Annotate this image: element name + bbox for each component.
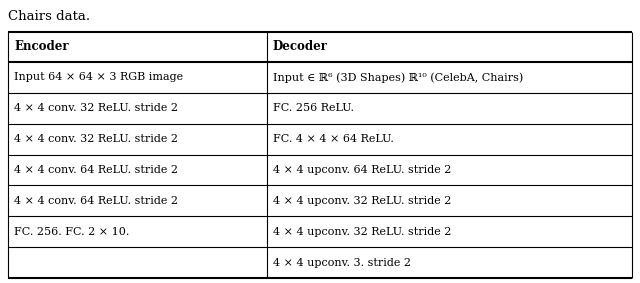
Text: Input 64 × 64 × 3 RGB image: Input 64 × 64 × 3 RGB image [14, 72, 183, 82]
Text: 4 × 4 upconv. 64 ReLU. stride 2: 4 × 4 upconv. 64 ReLU. stride 2 [273, 165, 451, 175]
Text: 4 × 4 upconv. 3. stride 2: 4 × 4 upconv. 3. stride 2 [273, 258, 411, 267]
Text: FC. 4 × 4 × 64 ReLU.: FC. 4 × 4 × 64 ReLU. [273, 134, 394, 144]
Text: 4 × 4 upconv. 32 ReLU. stride 2: 4 × 4 upconv. 32 ReLU. stride 2 [273, 227, 451, 237]
Text: 4 × 4 conv. 32 ReLU. stride 2: 4 × 4 conv. 32 ReLU. stride 2 [14, 134, 178, 144]
Text: 4 × 4 upconv. 32 ReLU. stride 2: 4 × 4 upconv. 32 ReLU. stride 2 [273, 196, 451, 206]
Text: 4 × 4 conv. 64 ReLU. stride 2: 4 × 4 conv. 64 ReLU. stride 2 [14, 196, 178, 206]
Text: Decoder: Decoder [273, 40, 328, 53]
Text: 4 × 4 conv. 32 ReLU. stride 2: 4 × 4 conv. 32 ReLU. stride 2 [14, 103, 178, 113]
Text: FC. 256. FC. 2 × 10.: FC. 256. FC. 2 × 10. [14, 227, 129, 237]
Text: 4 × 4 conv. 64 ReLU. stride 2: 4 × 4 conv. 64 ReLU. stride 2 [14, 165, 178, 175]
Text: Encoder: Encoder [14, 40, 68, 53]
Text: FC. 256 ReLU.: FC. 256 ReLU. [273, 103, 354, 113]
Text: Chairs data.: Chairs data. [8, 10, 90, 23]
Text: Input ∈ ℝ⁶ (3D Shapes) ℝ¹⁰ (CelebA, Chairs): Input ∈ ℝ⁶ (3D Shapes) ℝ¹⁰ (CelebA, Chai… [273, 72, 524, 83]
